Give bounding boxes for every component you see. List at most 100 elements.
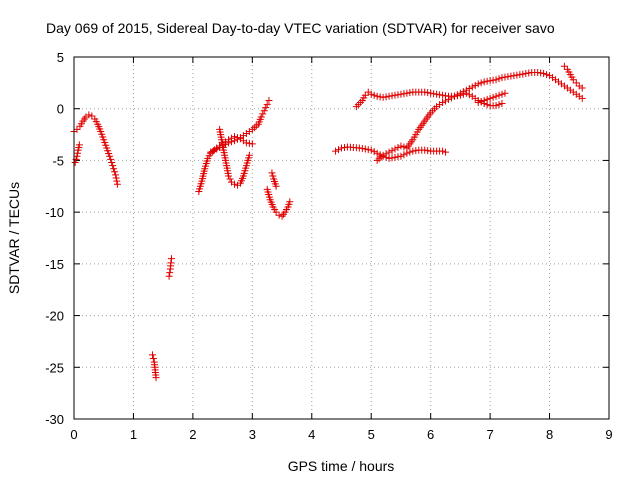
data-point [498,100,506,108]
data-point [210,147,218,155]
data-point [474,99,482,107]
series-arc-3 [148,351,160,382]
x-tick-label: 6 [427,427,434,442]
data-point [286,198,294,206]
data-point [364,146,372,154]
data-point [421,88,429,96]
data-point [513,71,521,79]
data-point [245,151,253,159]
data-point [332,147,340,155]
data-point [400,143,408,151]
data-point [391,145,399,153]
data-point [275,211,283,219]
data-point [259,110,267,118]
data-point [167,259,175,267]
data-point [477,97,485,105]
data-point [106,152,114,160]
data-point [522,70,530,78]
data-point [578,94,586,102]
data-point [453,92,461,100]
data-point [166,269,174,277]
series-arc-6 [216,125,253,189]
data-point [450,92,458,100]
x-tick-label: 5 [368,427,375,442]
data-point [465,85,473,93]
data-point [260,107,268,115]
data-point [442,148,450,156]
data-point [465,91,473,99]
data-point [382,150,390,158]
series-arc-7 [207,96,273,156]
data-point [495,101,503,109]
series-arc-13 [474,89,509,107]
x-axis-label: GPS time / hours [288,458,395,474]
data-point [489,93,497,101]
data-point [73,125,81,133]
data-point [272,208,280,216]
data-point [111,168,119,176]
y-tick-label: 5 [57,50,64,65]
data-point [110,165,118,173]
data-point [222,140,230,148]
series-arc-14 [560,62,586,92]
data-point [257,113,265,121]
data-point [498,90,506,98]
data-point [73,152,81,160]
x-tick-label: 9 [605,427,612,442]
data-point [265,96,273,104]
y-tick-label: -20 [45,309,64,324]
data-point [480,96,488,104]
series-arc-12 [352,88,506,111]
data-point [501,73,509,81]
series-arc-8 [263,185,294,220]
data-point [335,146,343,154]
data-point [376,93,384,101]
data-point [108,158,116,166]
data-markers [70,62,586,382]
data-point [388,154,396,162]
series-arc-2 [71,141,83,166]
data-point [231,137,238,145]
data-point [248,140,256,148]
data-point [397,142,405,150]
data-point [439,91,447,99]
x-tick-label: 4 [308,427,315,442]
data-point [149,354,157,362]
data-point [88,112,96,120]
data-point [498,74,506,82]
data-point [225,172,233,180]
data-point [228,138,236,146]
data-point [74,149,82,157]
data-point [338,144,345,152]
data-point [504,73,512,81]
data-point [400,90,408,98]
x-tick-label: 7 [486,427,493,442]
data-point [112,171,120,179]
data-point [268,169,276,177]
x-axis-ticks: 0 1 2 3 4 5 6 7 8 9 [70,57,613,442]
data-point [492,92,500,100]
data-point [477,79,485,87]
data-point [430,90,438,98]
data-point [421,146,429,154]
data-point [468,83,476,91]
data-point [495,75,503,83]
data-point [245,139,253,147]
y-tick-label: -10 [45,205,64,220]
data-point [207,148,215,156]
data-point [474,80,482,88]
data-point [480,78,488,86]
data-point [519,70,527,78]
data-point [85,111,93,119]
data-point [373,92,381,100]
data-point [388,147,396,155]
data-point [534,69,542,77]
data-point [560,62,568,70]
series-arc-9 [268,169,280,190]
data-point [355,144,363,152]
data-point [492,76,500,84]
data-point [382,93,390,101]
data-point [406,148,414,156]
data-point [213,145,221,153]
